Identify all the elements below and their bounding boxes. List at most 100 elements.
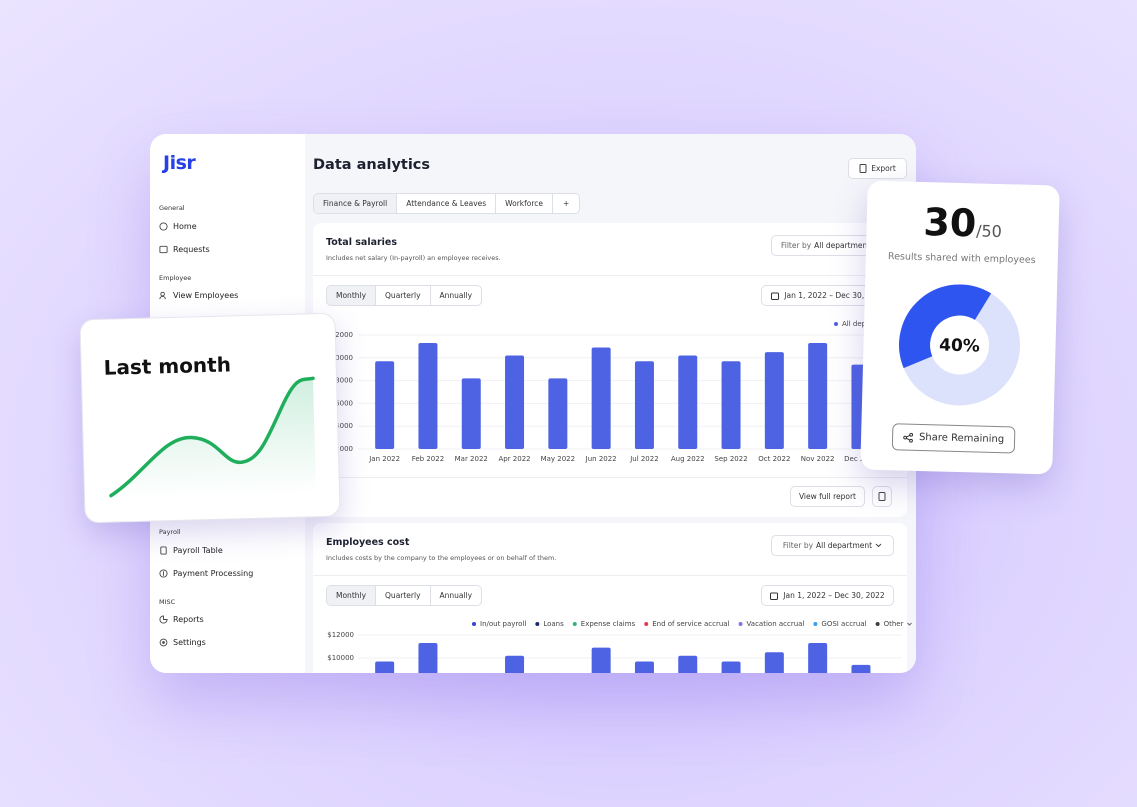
section-title: Payroll	[159, 528, 181, 536]
nav-item[interactable]: Requests	[159, 245, 210, 254]
y-tick-label: 4000	[335, 422, 353, 430]
icon	[159, 569, 168, 578]
charts: 2000 4000 6000 8000 10000 12000 Jan 2022 Feb 20…	[327, 320, 912, 673]
filter-label: Filter by	[781, 241, 812, 250]
date-range: Jan 1, 2022 – Dec 30, 2022	[783, 591, 885, 600]
period[interactable]: Annually	[439, 591, 473, 600]
legend-marker	[875, 622, 880, 626]
nav-item[interactable]: Home	[159, 222, 197, 231]
download-button[interactable]	[872, 486, 892, 507]
nav-label: Payroll Table	[173, 546, 223, 555]
divider	[313, 477, 907, 478]
section-title: Employee	[159, 274, 192, 282]
brand-logo[interactable]: Jisr	[163, 152, 196, 174]
x-tick-label: May 2022	[541, 455, 576, 463]
icon	[159, 615, 168, 624]
legend-label: Other	[884, 620, 904, 628]
nav-label: Requests	[173, 245, 210, 254]
x-tick-label: Mar 2022	[455, 455, 488, 463]
nav-item[interactable]: Payroll Table	[159, 546, 223, 555]
trend-area	[110, 378, 317, 500]
bar	[375, 661, 395, 673]
share-card: 30/50 Results shared with employees 40% …	[860, 180, 1060, 475]
nav-label: Payment Processing	[173, 569, 254, 578]
legend-label: Vacation accrual	[747, 620, 805, 628]
share-button[interactable]: Share Remaining	[891, 423, 1016, 454]
x-tick-label: Nov 2022	[801, 455, 835, 463]
period[interactable]: Annually	[439, 291, 473, 300]
bar	[634, 661, 654, 673]
costs-card: Employees cost Includes costs by the com…	[313, 523, 907, 673]
icon	[159, 638, 168, 647]
tab[interactable]: Finance & Payroll	[314, 194, 398, 213]
tab[interactable]: Workforce	[496, 194, 554, 213]
x-tick-label: Aug 2022	[671, 455, 705, 463]
nav-item[interactable]: View Employees	[159, 291, 238, 300]
export-button[interactable]: Export	[848, 158, 907, 179]
tab[interactable]: +	[563, 199, 570, 208]
date-range: Jan 1, 2022 – Dec 30, 2022	[784, 291, 886, 300]
donut-label: 40%	[939, 335, 980, 356]
bar	[418, 342, 438, 449]
card-subtitle: Includes costs by the company to the emp…	[326, 554, 557, 562]
bar	[678, 355, 698, 449]
date-picker[interactable]: Jan 1, 2022 – Dec 30, 2022	[761, 585, 894, 606]
icon	[160, 546, 167, 555]
nav-label: Home	[173, 222, 197, 231]
legend-marker	[644, 622, 649, 626]
icon	[878, 492, 886, 501]
filter[interactable]: Filter by All department	[771, 235, 896, 256]
filter-value: All department	[816, 541, 873, 550]
last-month-card: Last month	[79, 312, 341, 524]
x-tick-label: Sep 2022	[714, 455, 747, 463]
view-report-button[interactable]: View full report	[790, 486, 865, 507]
bar	[851, 664, 871, 673]
period[interactable]: Monthly	[327, 586, 377, 605]
x-tick-label: Apr 2022	[498, 455, 530, 463]
legend-marker	[572, 622, 577, 626]
donut-chart: 40%	[899, 284, 1021, 406]
legend-label: In/out payroll	[480, 620, 526, 628]
legend-marker	[834, 322, 838, 326]
card-title: Employees cost	[326, 537, 410, 548]
filter[interactable]: Filter by All department	[771, 535, 894, 556]
bar	[505, 355, 525, 449]
bar	[591, 347, 611, 449]
section-title: General	[159, 204, 185, 212]
icon	[159, 222, 168, 231]
bar	[418, 643, 438, 673]
bar	[808, 643, 828, 673]
legend-label: Loans	[543, 620, 564, 628]
nav-item[interactable]: Reports	[159, 615, 204, 624]
icon	[770, 592, 779, 600]
period[interactable]: Quarterly	[376, 286, 431, 305]
nav-item[interactable]: Settings	[159, 638, 206, 647]
tab[interactable]: Attendance & Leaves	[397, 194, 497, 213]
period[interactable]: Quarterly	[376, 586, 431, 605]
bar	[461, 378, 481, 449]
legend-marker	[813, 622, 818, 626]
nav-label: Settings	[173, 638, 206, 647]
bar	[375, 361, 395, 449]
card-subtitle: Includes net salary (In-payroll) an empl…	[326, 254, 501, 262]
button-label: View full report	[798, 492, 857, 501]
x-tick-label: Feb 2022	[412, 455, 444, 463]
y-tick-label: 10000	[331, 354, 353, 362]
bar	[678, 655, 698, 673]
trend-sparkline	[109, 376, 317, 500]
bar	[764, 352, 784, 449]
page-title: Data analytics	[313, 157, 431, 173]
button-label: Export	[871, 164, 896, 173]
x-tick-label: Jun 2022	[585, 455, 617, 463]
tabs: Finance & Payroll Attendance & Leaves Wo…	[313, 193, 581, 214]
bar	[808, 342, 828, 449]
divider	[313, 575, 907, 576]
icon	[771, 292, 780, 300]
nav-item[interactable]: Payment Processing	[159, 569, 253, 578]
y-tick-label: 8000	[335, 377, 353, 385]
period[interactable]: Monthly	[327, 286, 377, 305]
x-tick-label: Jan 2022	[368, 455, 400, 463]
legend-marker	[472, 622, 476, 626]
bar	[634, 361, 654, 449]
y-tick-label: 2000	[335, 445, 353, 453]
